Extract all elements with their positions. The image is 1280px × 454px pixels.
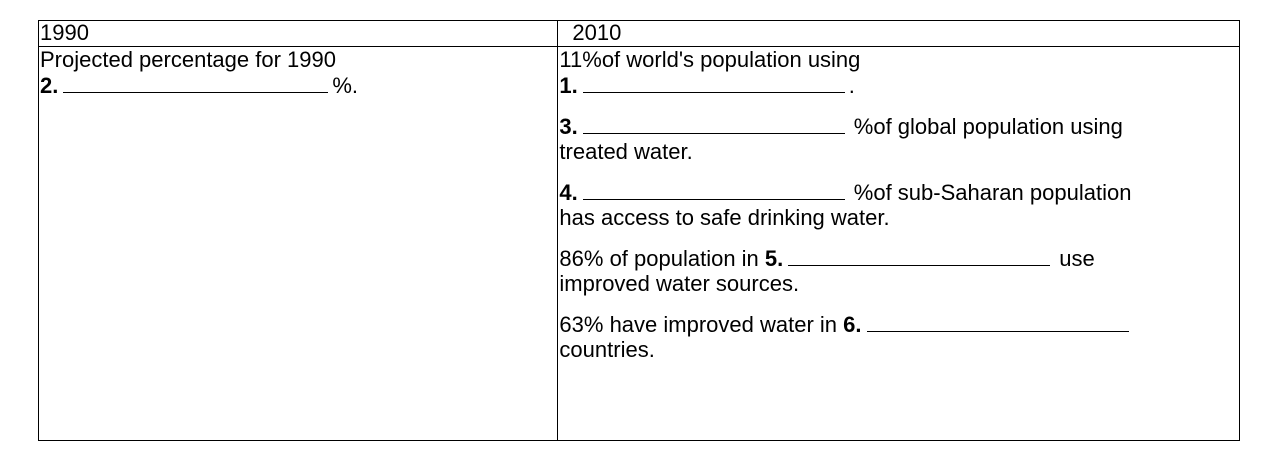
item-2-number: 2. xyxy=(40,73,59,98)
header-1990-text: 1990 xyxy=(40,20,89,45)
item-3-line: 3. %of global population using xyxy=(559,113,1239,139)
item-4-para: 4. %of sub-Saharan population has access … xyxy=(559,179,1239,230)
cell-1990: Projected percentage for 1990 2.%. xyxy=(37,46,559,441)
item-5-para: 86% of population in 5. use improved wate… xyxy=(559,245,1239,296)
item-3-number: 3. xyxy=(559,114,578,139)
blank-5 xyxy=(788,245,1051,266)
projected-label: Projected percentage for 1990 xyxy=(40,47,336,72)
item-1-text: 11%of world's population using xyxy=(559,47,861,72)
item-5-after: use xyxy=(1059,246,1095,271)
item-6-number: 6. xyxy=(843,312,862,337)
item-5-before: 86% of population in xyxy=(559,246,759,271)
item-6-line2: countries. xyxy=(559,337,655,362)
blank-4 xyxy=(582,179,845,200)
item-4-number: 4. xyxy=(559,180,578,205)
item-6-before: 63% have improved water in xyxy=(559,312,838,337)
item-4-after: %of sub-Saharan population xyxy=(853,180,1132,205)
item-4-line: 4. %of sub-Saharan population xyxy=(559,179,1239,205)
item-1-para: 11%of world's population using 1.. xyxy=(559,47,1239,98)
body-row: Projected percentage for 1990 2.%. 11%of… xyxy=(37,46,1240,441)
header-2010-text: 2010 xyxy=(572,20,622,45)
item-1-number: 1. xyxy=(559,73,578,98)
blank-6 xyxy=(866,311,1129,332)
item-1-suffix: . xyxy=(848,73,855,98)
item-2: 2.%. xyxy=(40,72,557,98)
item-3-line2: treated water. xyxy=(559,139,693,164)
item-4-line2: has access to safe drinking water. xyxy=(559,205,890,230)
item-1-line: 1.. xyxy=(559,72,1239,98)
cell-2010: 11%of world's population using 1.. 3. %of… xyxy=(557,46,1240,441)
item-5-line: 86% of population in 5. use xyxy=(559,245,1239,271)
header-2010: 2010 xyxy=(557,20,1240,47)
item-2-suffix: %. xyxy=(332,73,359,98)
blank-3 xyxy=(582,113,845,134)
fill-in-table: 1990 2010 Projected percentage for 1990 … xyxy=(37,20,1240,441)
item-5-line2: improved water sources. xyxy=(559,271,800,296)
header-row: 1990 2010 xyxy=(37,20,1240,47)
item-3-after: %of global population using xyxy=(853,114,1123,139)
blank-1 xyxy=(582,72,845,93)
item-3-para: 3. %of global population using treated wa… xyxy=(559,113,1239,164)
blank-2 xyxy=(63,72,329,93)
item-6-para: 63% have improved water in 6. countries. xyxy=(559,311,1239,362)
item-6-line: 63% have improved water in 6. xyxy=(559,311,1239,337)
item-5-number: 5. xyxy=(764,246,784,271)
header-1990: 1990 xyxy=(37,20,559,47)
